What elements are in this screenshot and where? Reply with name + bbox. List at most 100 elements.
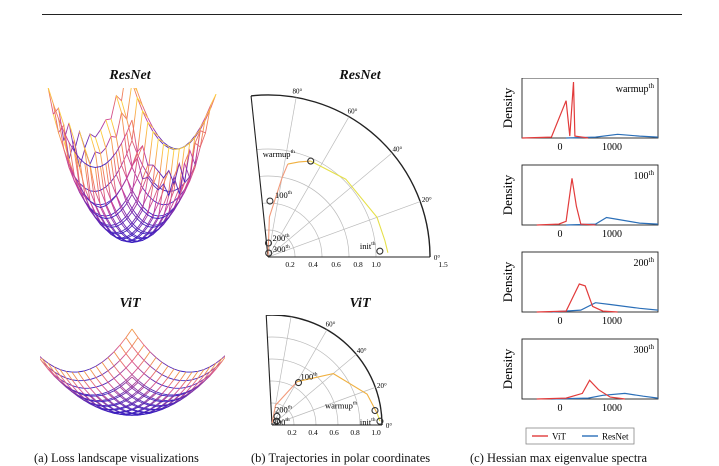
density-ylabel: Density — [500, 261, 515, 302]
resnet-loss-landscape — [47, 88, 217, 243]
x-tick-label: 1000 — [602, 142, 622, 153]
trajectory-marker — [294, 379, 303, 387]
marker-label: 200th — [272, 233, 289, 243]
vit-polar-axes: 0.20.40.60.81.093°80°60°40°20°0°100th200… — [265, 315, 393, 437]
radial-tick-label: 0.2 — [287, 428, 297, 437]
radial-tick-label: 0.6 — [331, 260, 341, 269]
angle-tick-label: 20° — [422, 196, 432, 204]
angle-tick-label: 60° — [348, 108, 358, 116]
trajectory-marker — [266, 197, 274, 205]
density-curve — [551, 302, 659, 313]
trajectory-marker — [264, 239, 273, 247]
angle-tick-label: 60° — [326, 321, 336, 329]
vit-mesh — [40, 328, 225, 416]
density-curve — [536, 379, 625, 400]
radial-tick-label: 0.4 — [308, 428, 318, 437]
trajectory-line — [267, 163, 289, 257]
polar-ring — [265, 229, 296, 258]
trajectory-line — [271, 381, 298, 424]
radial-tick-label: 1.0 — [371, 260, 381, 269]
radial-tick-label: 0.6 — [329, 428, 339, 437]
density-ylabel: Density — [500, 348, 515, 389]
radial-tick-label: 1.0 — [371, 428, 381, 437]
angle-tick-label: 0° — [386, 422, 393, 430]
x-tick-label: 0 — [558, 403, 563, 414]
marker-label: 300th — [273, 417, 290, 427]
polar-edge — [265, 315, 273, 426]
marker-label: 100th — [275, 190, 292, 200]
polar-spoke — [271, 387, 376, 426]
subplot-label: 100th — [634, 169, 655, 182]
radial-tick-label: 0.8 — [350, 428, 360, 437]
marker-label: 300th — [273, 244, 290, 254]
polar-ring — [270, 402, 295, 426]
x-tick-label: 0 — [558, 229, 563, 240]
x-tick-label: 1000 — [602, 229, 622, 240]
hessian-spectra-subplots: Density 0 1000 warmupth Density 0 1000 100th Den… — [500, 78, 659, 414]
legend-box — [525, 427, 635, 445]
polar-spoke — [267, 201, 421, 258]
legend-vit-label: ViT — [552, 432, 566, 442]
subplot-frame — [521, 78, 659, 139]
legend-resnet-label: ResNet — [602, 432, 629, 442]
angle-tick-label: 40° — [357, 347, 367, 355]
polar-spoke — [271, 354, 357, 426]
polar-spoke — [267, 152, 393, 258]
density-curve — [521, 81, 589, 139]
caption-a: (a) Loss landscape visualizations — [34, 451, 199, 465]
trajectory-line — [376, 413, 381, 422]
angle-tick-label: 80° — [292, 88, 302, 96]
x-tick-label: 1000 — [602, 403, 622, 414]
hessian-spectra: Density 0 1000 warmupth Density 0 1000 100th Den… — [500, 78, 659, 445]
radial-tick-label: 0.2 — [285, 260, 295, 269]
subplot-label: 300th — [634, 343, 655, 356]
marker-label: initth — [360, 241, 376, 251]
spectrum-subplot: Density 0 1000 warmupth — [500, 78, 659, 153]
vit-polar-plot: 0.20.40.60.81.093°80°60°40°20°0°100th200… — [265, 315, 393, 437]
x-tick-label: 0 — [558, 316, 563, 327]
density-curve — [566, 133, 659, 139]
subplot-frame — [521, 338, 659, 400]
polar-ring — [266, 315, 383, 426]
marker-label: 100th — [300, 372, 317, 382]
trajectory-marker — [273, 417, 281, 425]
subplot-label: 200th — [634, 256, 655, 269]
trajectory-marker — [273, 412, 281, 420]
polar-ring — [268, 358, 339, 426]
top-rule — [42, 14, 682, 15]
marker-label: warmupth — [263, 149, 295, 159]
trajectory-marker — [376, 247, 384, 255]
angle-tick-label: 40° — [393, 145, 403, 153]
radial-tick-label: 0.8 — [353, 260, 363, 269]
density-curve — [536, 283, 618, 313]
radial-tick-label: 0.4 — [308, 260, 318, 269]
caption-c: (c) Hessian max eigenvalue spectra — [470, 451, 648, 465]
polar-spoke — [271, 329, 328, 426]
subplot-frame — [521, 251, 659, 313]
angle-tick-label: 20° — [377, 382, 387, 390]
trajectory-marker — [307, 157, 315, 165]
marker-label: initth — [360, 417, 376, 427]
panel-a-title-resnet: ResNet — [109, 68, 151, 83]
trajectory-marker — [371, 406, 379, 415]
x-tick-label: 0 — [558, 142, 563, 153]
trajectory-line — [287, 160, 311, 165]
polar-ring — [250, 94, 431, 258]
radial-tick-label: 1.5 — [438, 260, 448, 269]
panel-a-title-vit: ViT — [119, 296, 141, 311]
marker-label: 200th — [275, 404, 292, 414]
panel-b-title-resnet: ResNet — [339, 68, 381, 83]
polar-ring — [269, 380, 317, 426]
resnet-polar-plot: 0.20.40.60.81.01.598°80°60°40°20°0°warmu… — [250, 88, 448, 269]
angle-tick-label: 0° — [434, 254, 441, 262]
polar-spoke — [267, 116, 350, 258]
polar-edge — [250, 95, 269, 258]
polar-ring — [259, 175, 350, 258]
density-ylabel: Density — [500, 87, 515, 128]
polar-ring — [267, 336, 361, 426]
subplot-label: warmupth — [616, 82, 655, 95]
density-curve — [536, 178, 596, 226]
legend: ViT ResNet — [525, 427, 635, 445]
marker-label: warmupth — [325, 401, 357, 411]
resnet-polar-axes: 0.20.40.60.81.01.598°80°60°40°20°0°warmu… — [250, 88, 448, 269]
